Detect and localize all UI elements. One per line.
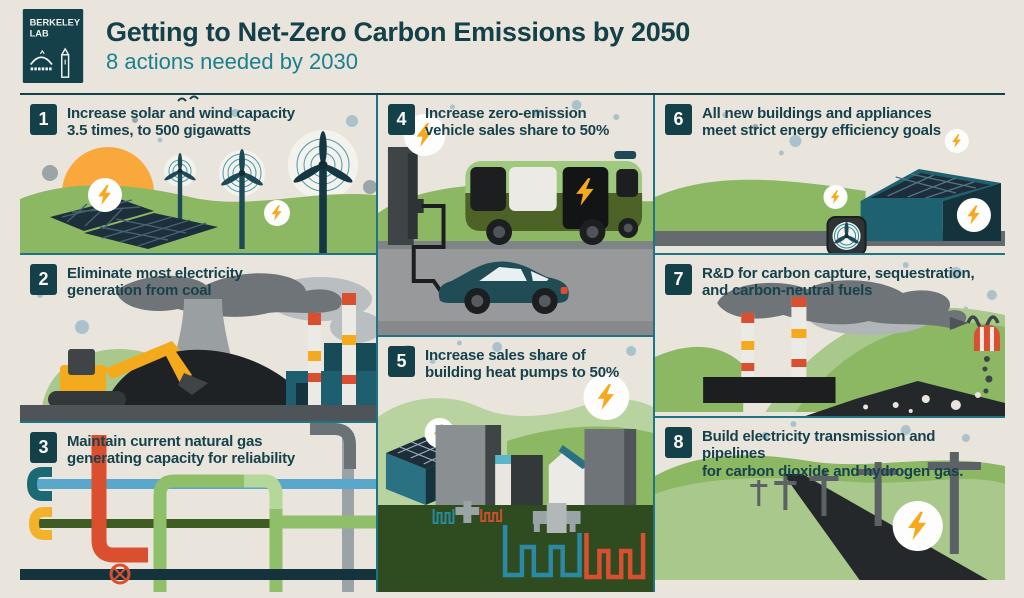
caption: 6 All new buildings and appliances meet s… — [665, 104, 1001, 140]
caption: 8 Build electricity transmission and pip… — [665, 427, 1001, 480]
column-middle: 4 Increase zero-emission vehicle sales sh… — [376, 95, 653, 592]
lightning-badge — [944, 129, 969, 153]
caption: 1 Increase solar and wind capacity 3.5 ti… — [30, 104, 372, 140]
dome-building-icon — [29, 46, 70, 78]
ground — [20, 405, 376, 421]
caption: 2 Eliminate most electricity generation f… — [30, 264, 372, 300]
panel-6-efficient-buildings: 6 All new buildings and appliances meet s… — [655, 95, 1005, 253]
action-number-badge: 3 — [30, 432, 57, 463]
action-number-badge: 4 — [388, 104, 415, 135]
ev-bus — [465, 151, 643, 245]
hill — [655, 179, 866, 235]
action-text: Maintain current natural gas generating c… — [67, 433, 296, 468]
action-text: Build electricity transmission and pipel… — [702, 428, 964, 480]
heat-pump-illustration — [378, 340, 653, 592]
solar-panel — [50, 199, 218, 249]
lightning-badge — [583, 374, 630, 420]
action-number-badge: 8 — [665, 427, 692, 458]
action-number-badge: 1 — [30, 104, 57, 135]
underground-storage — [805, 381, 1005, 416]
wind-turbine-medium — [221, 149, 263, 249]
coal-illustration — [20, 273, 376, 421]
page-subtitle: 8 actions needed by 2030 — [106, 48, 358, 74]
action-number-badge: 6 — [665, 104, 692, 135]
heat-pump-unit — [826, 216, 867, 253]
charging-station — [387, 147, 446, 293]
dots — [449, 100, 620, 120]
panel-1-solar-wind: 1 Increase solar and wind capacity 3.5 ti… — [20, 95, 376, 253]
berkeley-lab-logo: BERKELEY LAB — [22, 8, 84, 83]
smokestack — [703, 297, 836, 403]
caption: 5 Increase sales share of building heat p… — [388, 346, 649, 382]
ground-loops — [432, 501, 646, 580]
action-text: All new buildings and appliances meet str… — [702, 105, 941, 140]
action-text: Increase solar and wind capacity 3.5 time… — [67, 105, 295, 140]
actions-grid: 1 Increase solar and wind capacity 3.5 ti… — [20, 95, 1005, 592]
charging-cable — [411, 204, 446, 293]
dots — [761, 421, 970, 442]
power-plant — [286, 343, 376, 407]
panel-7-carbon-capture: 7 R&D for carbon capture, sequestration,… — [655, 253, 1005, 416]
coal-pile — [105, 349, 312, 407]
solar-wind-illustration — [20, 95, 376, 253]
city-buildings — [435, 425, 637, 505]
panel-5-heat-pumps: 5 Increase sales share of building heat p… — [378, 335, 653, 592]
action-text: Increase sales share of building heat pum… — [425, 347, 619, 382]
action-number-badge: 7 — [665, 264, 692, 295]
smoke — [717, 280, 968, 335]
logo-text-berkeley: BERKELEY — [30, 17, 81, 27]
action-text: R&D for carbon capture, sequestration, an… — [702, 265, 975, 300]
wind-turbine-large — [293, 131, 353, 253]
lightning-badge — [88, 178, 122, 212]
page-title: Getting to Net-Zero Carbon Emissions by … — [106, 17, 690, 48]
action-number-badge: 5 — [388, 346, 415, 377]
ev-illustration — [378, 100, 653, 335]
panel-2-coal: 2 Eliminate most electricity generation f… — [20, 253, 376, 421]
pipeline-road — [783, 474, 988, 580]
panel-8-transmission: 8 Build electricity transmission and pip… — [655, 416, 1005, 592]
logo-text-lab: LAB — [30, 28, 49, 38]
hill-right — [795, 322, 1005, 412]
pipes-illustration — [20, 423, 376, 592]
panel-4-zero-emission-vehicles: 4 Increase zero-emission vehicle sales sh… — [378, 95, 653, 335]
transmission-illustration — [655, 421, 1005, 580]
action-text: Eliminate most electricity generation fro… — [67, 265, 243, 300]
panel-3-natural-gas: 3 Maintain current natural gas generating… — [20, 421, 376, 592]
wind-turbine-small — [164, 153, 196, 225]
lightning-badge — [956, 198, 991, 232]
dots — [722, 112, 802, 156]
turbine-halos — [164, 130, 358, 200]
action-text: Increase zero-emission vehicle sales shar… — [425, 105, 610, 140]
pipes — [20, 423, 376, 592]
road-lower — [378, 321, 653, 335]
valve-icon — [109, 563, 131, 585]
caption: 7 R&D for carbon capture, sequestration,… — [665, 264, 1001, 300]
capture-well — [966, 315, 1000, 394]
building-illustration — [655, 112, 1005, 253]
dots — [42, 109, 376, 194]
carbon-capture-illustration — [655, 262, 1005, 416]
transmission-poles — [750, 452, 981, 554]
caption: 4 Increase zero-emission vehicle sales sh… — [388, 104, 649, 140]
lightning-badge — [823, 185, 848, 209]
column-left: 1 Increase solar and wind capacity 3.5 ti… — [20, 95, 376, 592]
action-number-badge: 2 — [30, 264, 57, 295]
smokestack — [308, 293, 356, 407]
lightning-badge — [892, 501, 943, 551]
column-right: 6 All new buildings and appliances meet s… — [653, 95, 1005, 592]
birds-icon — [177, 95, 199, 102]
lightning-badge — [264, 200, 290, 226]
title-block: Getting to Net-Zero Carbon Emissions by … — [106, 17, 690, 74]
excavator — [48, 341, 208, 408]
ev-car — [438, 261, 569, 314]
road-edge — [378, 241, 653, 249]
header: BERKELEY LAB Getting to Net-Zero Carbon … — [20, 0, 1005, 95]
caption: 3 Maintain current natural gas generating… — [30, 432, 372, 468]
